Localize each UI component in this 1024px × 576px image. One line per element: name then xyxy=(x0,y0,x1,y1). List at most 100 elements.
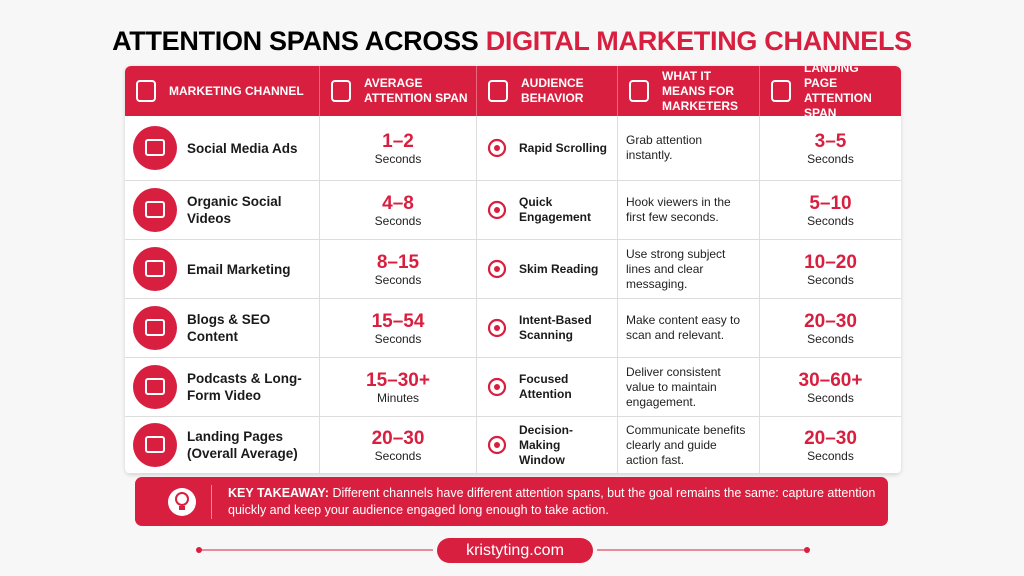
span-value: 20–30 xyxy=(371,427,425,449)
meaning-text: Communicate benefits clearly and guide a… xyxy=(626,422,746,467)
channel-cell: Blogs & SEO Content xyxy=(125,299,320,357)
behavior-cell: Focused Attention xyxy=(477,358,618,416)
behavior-text: Intent-Based Scanning xyxy=(519,313,592,342)
icon xyxy=(487,435,507,455)
icon xyxy=(133,306,177,350)
span-block: 15–30+ Minutes xyxy=(366,370,430,405)
landing-unit: Seconds xyxy=(807,213,854,228)
takeaway: KEY TAKEAWAY: Different channels have di… xyxy=(135,477,888,526)
channel-cell: Social Media Ads xyxy=(125,116,320,180)
channel-name: Email Marketing xyxy=(187,261,291,277)
header-text: AUDIENCE BEHAVIOR xyxy=(521,76,584,105)
header-icon xyxy=(629,80,649,102)
table: MARKETING CHANNEL AVERAGE ATTENTION SPAN A… xyxy=(125,66,901,474)
takeaway-label: KEY TAKEAWAY: xyxy=(228,485,329,500)
landing-block: 10–20 Seconds xyxy=(804,252,857,287)
span-unit: Minutes xyxy=(376,390,420,405)
behavior-cell: Decision-Making Window xyxy=(477,417,618,473)
header-icon xyxy=(136,80,156,102)
span-block: 1–2 Seconds xyxy=(375,131,422,166)
landing-cell: 5–10 Seconds xyxy=(760,181,901,239)
header-cell: AUDIENCE BEHAVIOR xyxy=(477,66,618,116)
landing-block: 20–30 Seconds xyxy=(804,428,857,463)
icon xyxy=(133,188,177,232)
icon xyxy=(133,126,177,170)
header-cell: WHAT IT MEANS FOR MARKETERS xyxy=(618,66,760,116)
meaning-text: Make content easy to scan and relevant. xyxy=(626,313,741,342)
meaning-text: Deliver consistent value to maintain eng… xyxy=(626,364,721,409)
table-row: Organic Social Videos 4–8 Seconds Quick Eng… xyxy=(125,181,901,240)
landing-unit: Seconds xyxy=(807,448,854,463)
behavior-text: Rapid Scrolling xyxy=(519,140,608,155)
meaning-text: Grab attention instantly. xyxy=(626,133,703,162)
span-block: 20–30 Seconds xyxy=(372,428,425,463)
span-unit: Seconds xyxy=(374,151,422,166)
span-cell: 15–30+ Minutes xyxy=(320,358,477,416)
channel-name: Podcasts & Long-Form Video xyxy=(187,371,302,403)
channel-cell: Landing Pages (Overall Average) xyxy=(125,417,320,473)
landing-unit: Seconds xyxy=(807,272,854,287)
meaning-cell: Hook viewers in the first few seconds. xyxy=(618,181,760,239)
table-row: Email Marketing 8–15 Seconds Skim Reading Us… xyxy=(125,240,901,299)
landing-value: 5–10 xyxy=(809,192,852,214)
landing-unit: Seconds xyxy=(807,151,854,166)
meaning-text: Use strong subject lines and clear messa… xyxy=(626,246,726,291)
behavior-text: Skim Reading xyxy=(519,261,599,276)
landing-value: 10–20 xyxy=(804,251,857,273)
header-text: LANDING PAGE ATTENTION SPAN xyxy=(804,66,872,120)
takeaway-text-block: KEY TAKEAWAY: Different channels have di… xyxy=(211,484,888,519)
icon xyxy=(487,200,507,220)
behavior-cell: Intent-Based Scanning xyxy=(477,299,618,357)
span-unit: Seconds xyxy=(374,213,422,228)
span-cell: 1–2 Seconds xyxy=(320,116,477,180)
channel-cell: Organic Social Videos xyxy=(125,181,320,239)
landing-cell: 20–30 Seconds xyxy=(760,299,901,357)
header-icon xyxy=(771,80,791,102)
meaning-cell: Deliver consistent value to maintain eng… xyxy=(618,358,760,416)
channel-name: Social Media Ads xyxy=(187,140,298,156)
landing-value: 20–30 xyxy=(804,310,857,332)
behavior-text: Decision-Making Window xyxy=(519,422,574,467)
span-unit: Seconds xyxy=(374,448,422,463)
meaning-cell: Communicate benefits clearly and guide a… xyxy=(618,417,760,473)
title: ATTENTION SPANS ACROSS DIGITAL MARKETING… xyxy=(0,26,1024,57)
title-main: ATTENTION SPANS ACROSS xyxy=(112,26,479,56)
channel-name: Blogs & SEO Content xyxy=(187,312,271,344)
span-unit: Seconds xyxy=(374,272,422,287)
span-value: 4–8 xyxy=(382,192,414,214)
landing-unit: Seconds xyxy=(807,331,854,346)
span-block: 4–8 Seconds xyxy=(375,193,422,228)
behavior-cell: Skim Reading xyxy=(477,240,618,298)
landing-block: 5–10 Seconds xyxy=(807,193,854,228)
meaning-cell: Grab attention instantly. xyxy=(618,116,760,180)
channel-name: Organic Social Videos xyxy=(187,194,282,226)
header-cell: MARKETING CHANNEL xyxy=(125,66,320,116)
channel-name: Landing Pages (Overall Average) xyxy=(187,429,298,461)
footer-url: kristyting.com xyxy=(437,538,593,563)
landing-block: 20–30 Seconds xyxy=(804,311,857,346)
span-block: 15–54 Seconds xyxy=(372,311,425,346)
landing-value: 3–5 xyxy=(814,130,847,152)
meaning-text: Hook viewers in the first few seconds. xyxy=(626,195,731,224)
footer-lines xyxy=(196,547,810,553)
channel-cell: Podcasts & Long-Form Video xyxy=(125,358,320,416)
span-block: 8–15 Seconds xyxy=(375,252,422,287)
bulb-icon xyxy=(168,487,196,516)
behavior-text: Quick Engagement xyxy=(519,195,592,224)
channel-cell: Email Marketing xyxy=(125,240,320,298)
table-row: Social Media Ads 1–2 Seconds Rapid Scrollin… xyxy=(125,116,901,181)
table-row: Landing Pages (Overall Average) 20–30 Seco… xyxy=(125,417,901,474)
landing-unit: Seconds xyxy=(807,390,854,405)
span-unit: Seconds xyxy=(374,331,422,346)
header-icon xyxy=(331,80,351,102)
landing-block: 3–5 Seconds xyxy=(807,131,854,166)
icon xyxy=(487,377,507,397)
landing-block: 30–60+ Seconds xyxy=(799,370,863,405)
icon xyxy=(487,138,507,158)
behavior-text: Focused Attention xyxy=(519,372,572,401)
landing-value: 30–60+ xyxy=(798,369,863,391)
header-row: MARKETING CHANNEL AVERAGE ATTENTION SPAN A… xyxy=(125,66,901,120)
span-value: 1–2 xyxy=(382,130,414,152)
meaning-cell: Make content easy to scan and relevant. xyxy=(618,299,760,357)
